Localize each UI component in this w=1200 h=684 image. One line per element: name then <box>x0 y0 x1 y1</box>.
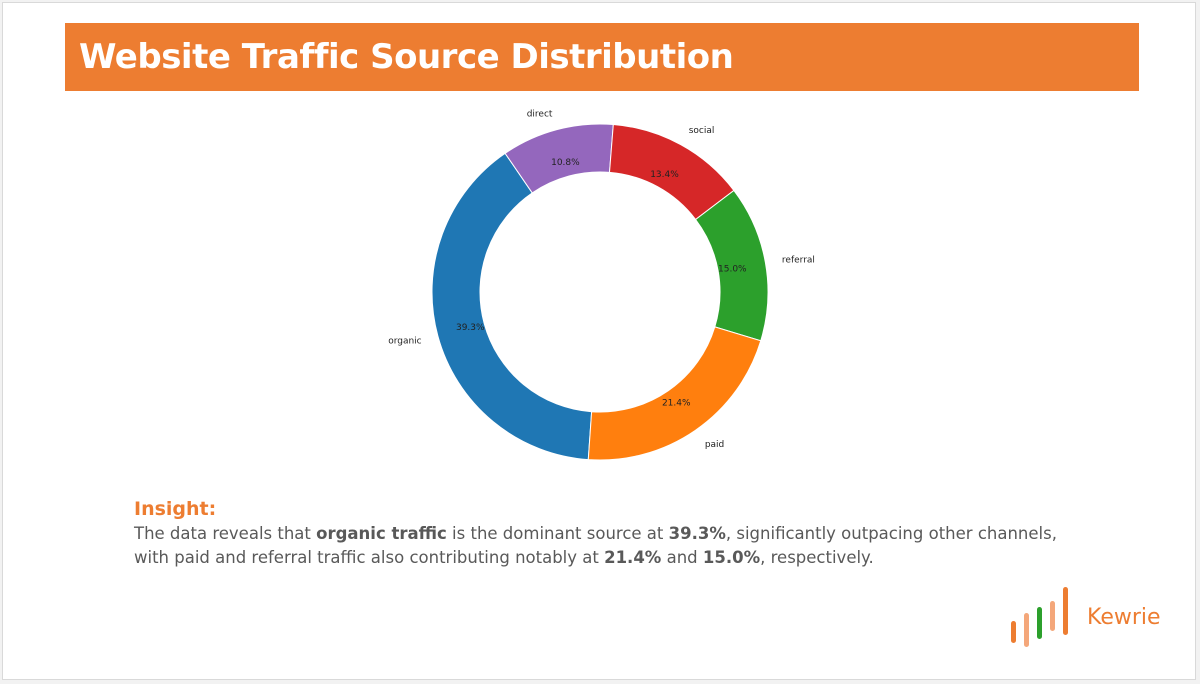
insight-bold: 15.0% <box>702 548 761 567</box>
insight-bold: 21.4% <box>604 548 662 567</box>
slice-value-label: 15.0% <box>718 264 747 274</box>
slice-paid <box>587 326 762 461</box>
slice-organic <box>431 152 593 461</box>
insight-bold: organic traffic <box>316 524 447 543</box>
insight-text-part: and <box>661 548 703 567</box>
insight-text-part: , significantly outpacing other channels… <box>134 524 1057 567</box>
logo-text: Kewrie <box>1087 605 1161 630</box>
slice-category-label: paid <box>705 440 724 450</box>
slice-value-label: 13.4% <box>650 170 679 180</box>
insight-text: The data reveals that organic traffic is… <box>134 522 1094 570</box>
insight-text-part: , respectively. <box>760 548 874 567</box>
insight-heading: Insight: <box>134 498 217 520</box>
slice-category-label: social <box>689 126 715 136</box>
page-title: Website Traffic Source Distribution <box>79 37 734 77</box>
insight-bold: 39.3% <box>668 524 726 543</box>
slice-category-label: direct <box>527 109 553 119</box>
insight-section: Insight: The data reveals that organic t… <box>134 498 1094 570</box>
slice-category-label: referral <box>782 255 815 265</box>
kewrie-logo: Kewrie <box>1005 585 1175 651</box>
insight-text-part: is the dominant source at <box>446 524 669 543</box>
slice-value-label: 39.3% <box>456 323 485 333</box>
title-bar: Website Traffic Source Distribution <box>65 23 1139 91</box>
slice-value-label: 21.4% <box>662 399 691 409</box>
logo-bars-icon <box>1011 587 1068 647</box>
insight-text-part: The data reveals that <box>134 524 317 543</box>
slice-value-label: 10.8% <box>551 158 580 168</box>
slice-category-label: organic <box>388 336 421 346</box>
